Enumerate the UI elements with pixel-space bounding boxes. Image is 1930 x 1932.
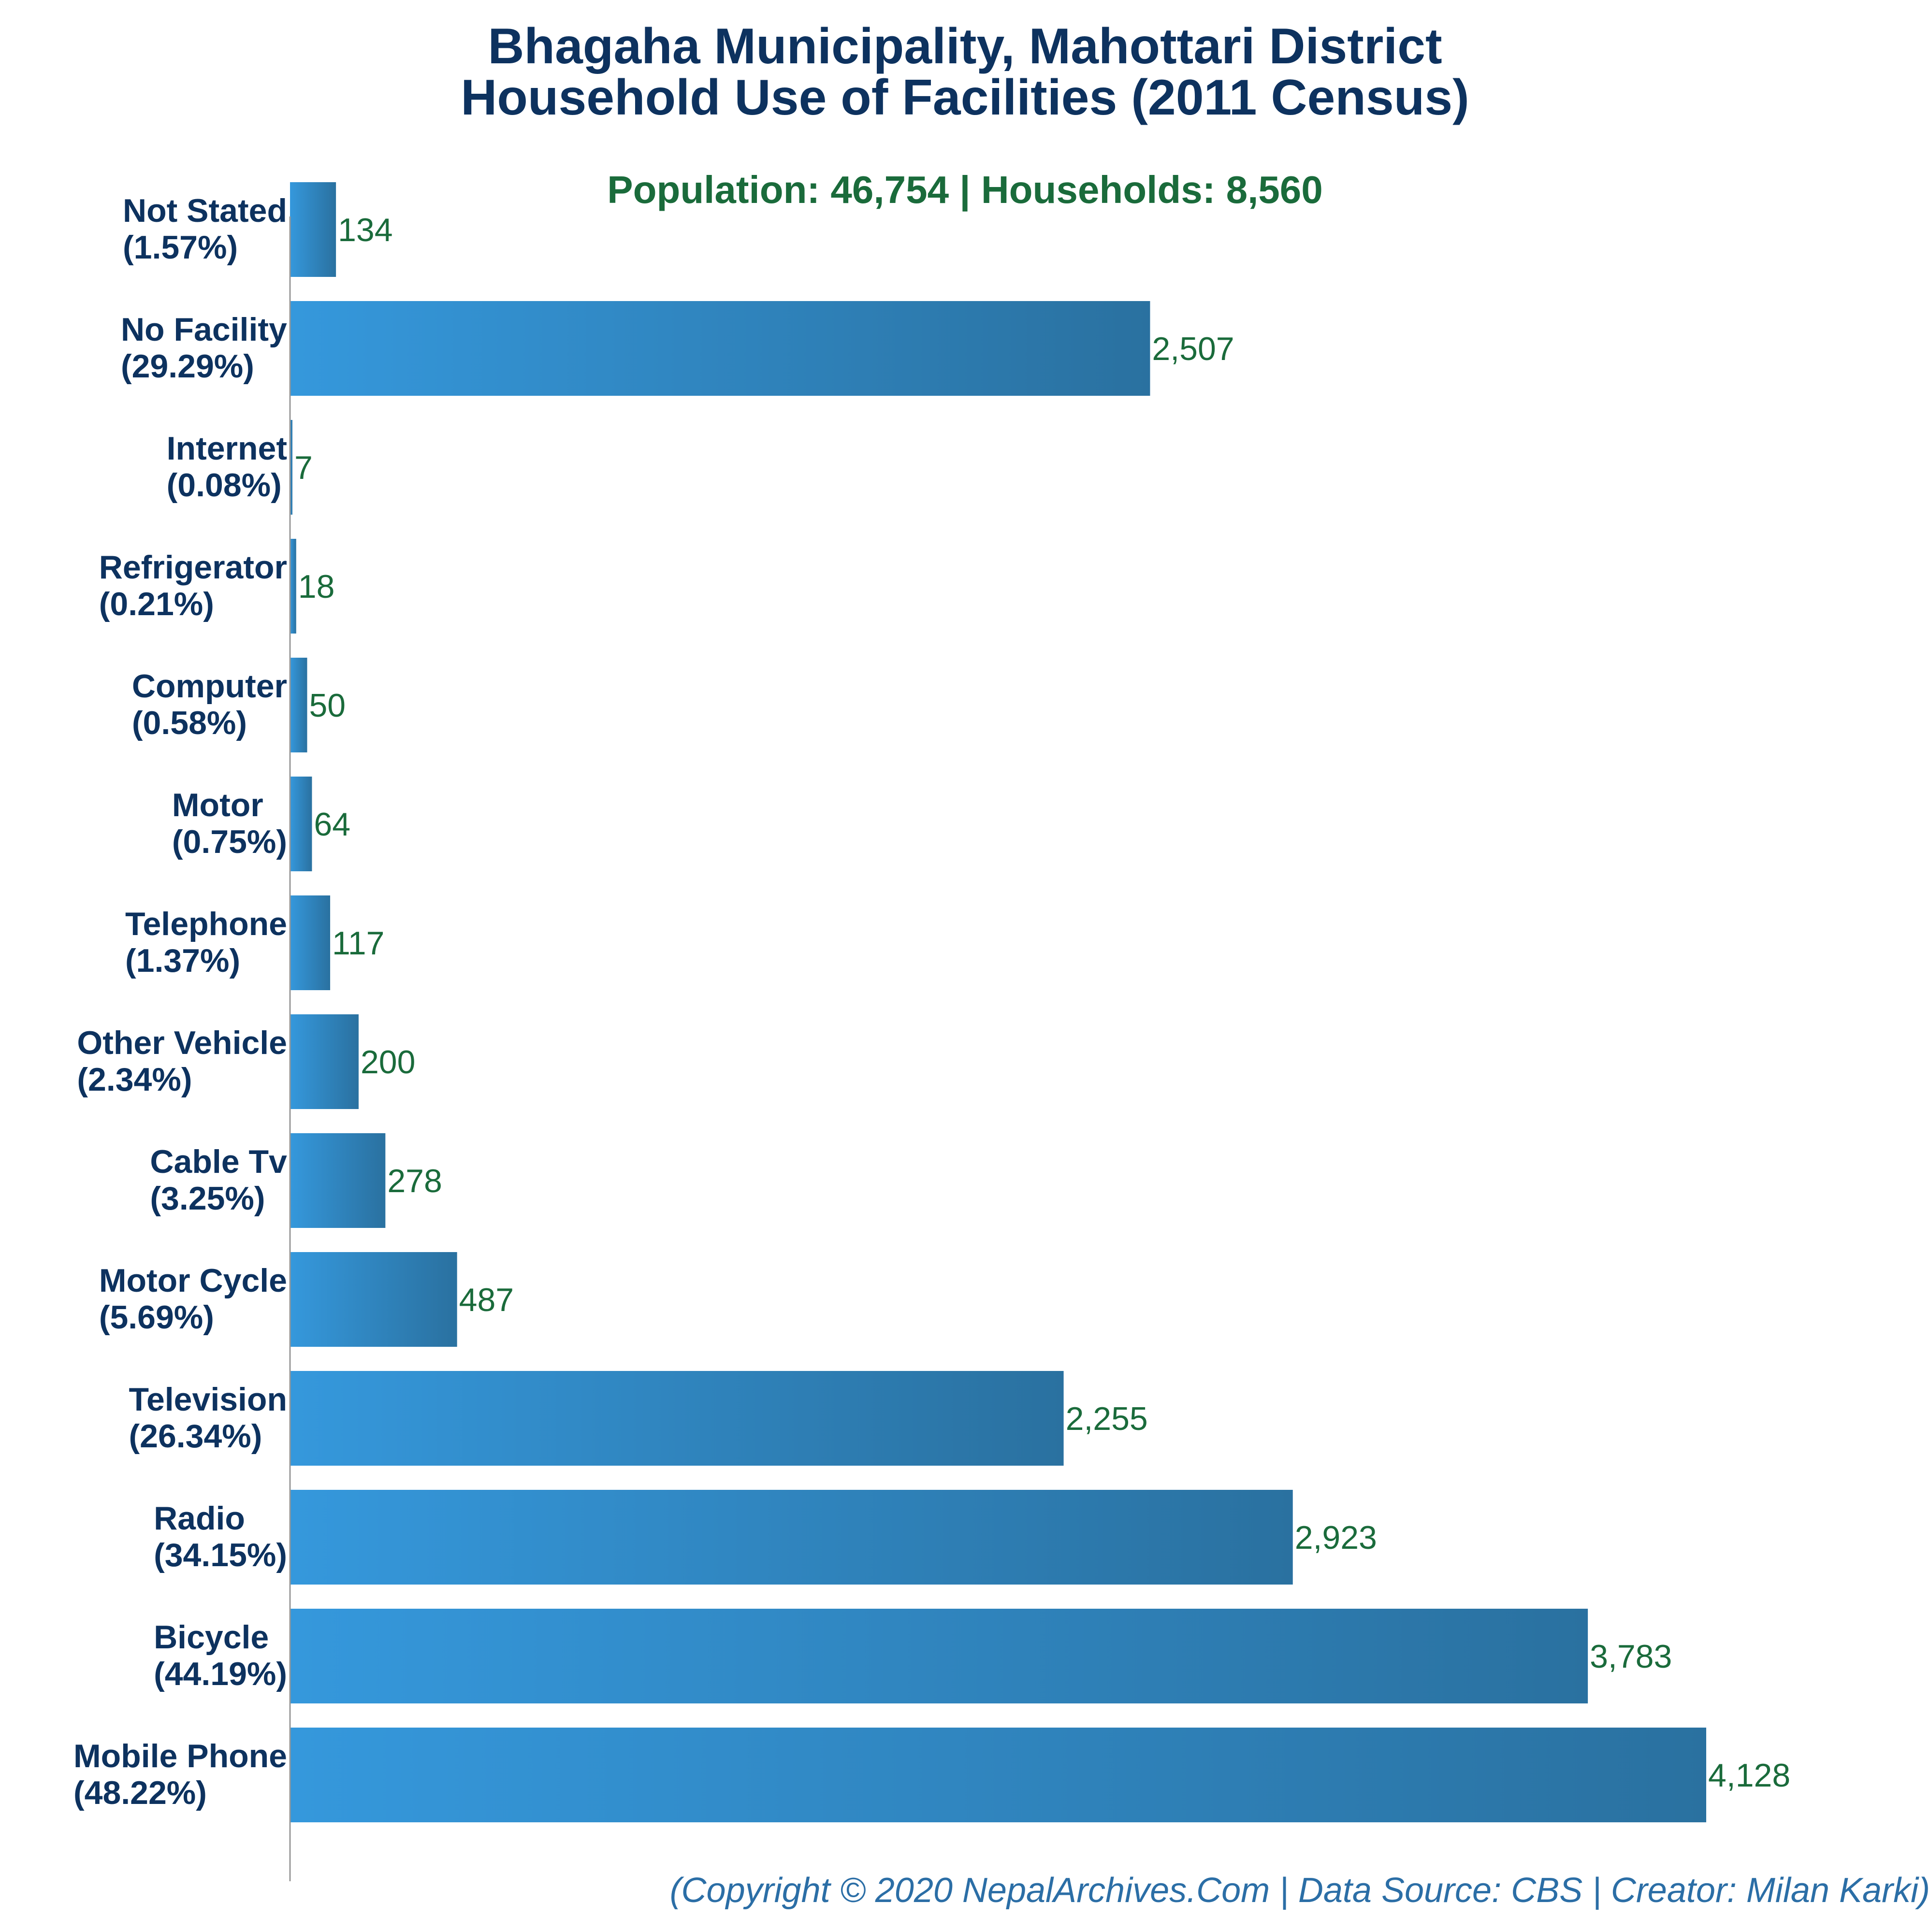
category-label-television: Television (129, 1381, 287, 1418)
bar-bicycle (290, 1609, 1588, 1703)
percent-label-bicycle: (44.19%) (154, 1656, 287, 1692)
bar-mobile-phone (290, 1728, 1706, 1822)
percent-label-telephone: (1.37%) (125, 942, 240, 979)
category-label-bicycle: Bicycle (154, 1619, 269, 1656)
category-label-motor: Motor (172, 787, 263, 823)
value-label-radio: 2,923 (1295, 1519, 1377, 1556)
value-label-mobile-phone: 4,128 (1708, 1757, 1790, 1794)
bar-internet (290, 420, 292, 515)
category-label-radio: Radio (154, 1500, 245, 1537)
bar-radio (290, 1490, 1293, 1585)
value-label-cable-tv: 278 (387, 1163, 442, 1199)
value-label-internet: 7 (294, 449, 313, 486)
value-label-not-stated: 134 (338, 212, 392, 248)
category-label-telephone: Telephone (125, 906, 287, 942)
value-label-television: 2,255 (1066, 1400, 1148, 1437)
percent-label-not-stated: (1.57%) (123, 229, 238, 266)
bar-other-vehicle (290, 1014, 359, 1109)
bar-motor (290, 777, 312, 871)
value-label-computer: 50 (309, 687, 346, 724)
value-label-bicycle: 3,783 (1590, 1638, 1672, 1675)
bar-no-facility (290, 301, 1150, 396)
percent-label-no-facility: (29.29%) (121, 348, 254, 385)
bar-computer (290, 658, 307, 752)
bar-cable-tv (290, 1133, 386, 1228)
category-label-no-facility: No Facility (121, 311, 287, 348)
chart-subtitle: Population: 46,754 | Households: 8,560 (607, 168, 1323, 211)
percent-label-mobile-phone: (48.22%) (73, 1774, 207, 1811)
percent-label-other-vehicle: (2.34%) (77, 1061, 192, 1098)
percent-label-radio: (34.15%) (154, 1537, 287, 1573)
value-label-other-vehicle: 200 (361, 1044, 415, 1081)
category-label-not-stated: Not Stated (123, 192, 287, 229)
bar-telephone (290, 895, 331, 990)
value-label-telephone: 117 (332, 925, 384, 962)
value-label-motor-cycle: 487 (459, 1282, 514, 1318)
category-label-motor-cycle: Motor Cycle (99, 1262, 287, 1299)
bar-television (290, 1371, 1064, 1466)
category-label-mobile-phone: Mobile Phone (73, 1738, 287, 1774)
chart-title-line2: Household Use of Facilities (2011 Census… (461, 70, 1469, 126)
category-label-cable-tv: Cable Tv (150, 1143, 287, 1180)
bar-refrigerator (290, 539, 296, 634)
category-label-other-vehicle: Other Vehicle (77, 1024, 287, 1061)
percent-label-motor: (0.75%) (172, 823, 287, 860)
percent-label-cable-tv: (3.25%) (150, 1180, 265, 1217)
category-label-refrigerator: Refrigerator (99, 549, 287, 586)
value-label-no-facility: 2,507 (1152, 331, 1234, 367)
bar-motor-cycle (290, 1252, 457, 1347)
value-label-motor: 64 (314, 806, 350, 843)
bar-not-stated (290, 182, 336, 277)
percent-label-computer: (0.58%) (132, 705, 247, 741)
chart-footer-credit: (Copyright © 2020 NepalArchives.Com | Da… (669, 1871, 1930, 1910)
bars-layer: 134 Not Stated(1.57%) 2,507 No Facility(29.… (73, 182, 1790, 1822)
category-label-internet: Internet (167, 430, 287, 467)
percent-label-internet: (0.08%) (167, 467, 282, 504)
percent-label-motor-cycle: (5.69%) (99, 1299, 214, 1336)
value-label-refrigerator: 18 (298, 568, 335, 605)
chart-title-line1: Bhagaha Municipality, Mahottari District (488, 18, 1442, 74)
category-label-computer: Computer (132, 668, 287, 705)
percent-label-television: (26.34%) (129, 1418, 262, 1455)
percent-label-refrigerator: (0.21%) (99, 586, 214, 622)
